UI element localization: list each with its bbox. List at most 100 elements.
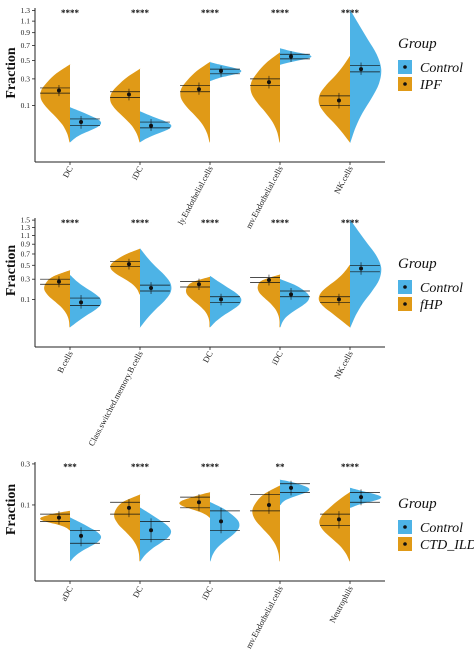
crossbar-disease-median-point	[126, 505, 131, 510]
crossbar-control-median-point	[79, 120, 84, 125]
violin-half-disease	[318, 264, 351, 328]
violin-half-control	[279, 278, 310, 328]
legend-swatch-point	[403, 285, 407, 289]
legend-swatch-point	[403, 542, 407, 546]
y-axis-title: Fraction	[4, 47, 19, 99]
y-tick-label: 0.7	[21, 41, 31, 50]
legend-title: Group	[398, 36, 437, 52]
y-tick-label: 1.5	[21, 216, 31, 225]
significance-label: ****	[271, 218, 290, 228]
crossbar-control-median-point	[359, 67, 364, 72]
x-tick-label: aDC	[59, 584, 75, 603]
y-tick-label: 1.3	[21, 6, 31, 15]
crossbar-disease-median-point	[266, 278, 271, 283]
significance-label: ****	[341, 462, 360, 472]
legend-label: IPF	[419, 78, 442, 93]
significance-label: ****	[341, 218, 360, 228]
legend-title: Group	[398, 256, 437, 272]
chart-panel-ctd-ild: 0.1 0.3 Fraction *** aDC **** DC **** iDC ** mv.En…	[4, 459, 474, 650]
y-tick-label: 0.7	[21, 249, 31, 258]
y-axis-title: Fraction	[4, 484, 19, 536]
significance-label: ****	[131, 218, 150, 228]
x-tick-label: Neutrophils	[327, 584, 355, 624]
violin-half-control	[139, 111, 172, 143]
chart-panel-ipf: 0.1 0.3 0.5 0.7 0.9 1.1 1.3 Fraction **** DC **** i…	[4, 6, 463, 230]
violin-half-disease	[179, 492, 211, 518]
violin-half-control	[279, 48, 312, 65]
legend-label: Control	[420, 281, 463, 296]
significance-label: **	[276, 462, 286, 472]
crossbar-disease-median-point	[196, 500, 201, 505]
crossbar-disease-median-point	[336, 98, 341, 103]
x-tick-label: iDC	[269, 349, 285, 366]
legend-title: Group	[398, 496, 437, 512]
violin-half-control	[349, 9, 382, 144]
crossbar-control-median-point	[289, 54, 294, 59]
crossbar-disease-median-point	[266, 80, 271, 85]
crossbar-control-median-point	[219, 68, 224, 73]
y-tick-label: 0.5	[21, 261, 31, 270]
y-tick-label: 0.5	[21, 56, 31, 65]
legend-swatch-point	[403, 302, 407, 306]
violin-half-control	[209, 62, 242, 82]
crossbar-control-median-point	[79, 533, 84, 538]
crossbar-disease-median-point	[126, 262, 131, 267]
x-tick-label: B.cells	[55, 349, 75, 374]
violin-half-control	[69, 517, 102, 562]
significance-label: ****	[131, 8, 150, 18]
violin-half-control	[69, 274, 102, 328]
violin-half-disease	[110, 248, 141, 295]
violin-half-disease	[257, 274, 281, 328]
legend-label: Control	[420, 521, 463, 536]
crossbar-disease-median-point	[336, 297, 341, 302]
violin-half-control	[139, 248, 172, 328]
significance-label: ****	[201, 218, 220, 228]
y-tick-label: 0.9	[21, 240, 31, 249]
violin-half-disease	[40, 64, 71, 143]
violin-half-control	[139, 507, 172, 562]
crossbar-control-median-point	[149, 285, 154, 290]
significance-label: ****	[131, 462, 150, 472]
y-axis-title: Fraction	[4, 245, 19, 297]
violin-half-disease	[110, 68, 141, 143]
crossbar-control-median-point	[149, 123, 154, 128]
legend-label: Control	[420, 61, 463, 76]
violin-half-disease	[250, 51, 281, 143]
crossbar-control-median-point	[79, 300, 84, 305]
significance-label: ***	[63, 462, 77, 472]
y-tick-label: 0.3	[21, 275, 31, 284]
y-tick-label: 0.1	[21, 295, 31, 304]
legend-swatch-point	[403, 525, 407, 529]
violin-half-disease	[185, 276, 211, 328]
significance-label: ****	[201, 462, 220, 472]
y-tick-label: 0.9	[21, 28, 31, 37]
y-tick-label: 0.1	[21, 500, 31, 509]
violin-half-disease	[318, 55, 351, 143]
y-tick-label: 0.3	[21, 74, 31, 83]
x-tick-label: NK.cells	[332, 164, 355, 195]
crossbar-control-median-point	[219, 519, 224, 524]
violin-half-control	[69, 107, 102, 143]
crossbar-disease-median-point	[56, 279, 61, 284]
violin-half-disease	[319, 491, 351, 562]
x-tick-label: NK.cells	[332, 349, 355, 380]
crossbar-disease-median-point	[336, 517, 341, 522]
x-tick-label: mv.Endothelial.cells	[243, 584, 284, 650]
violin-half-control	[209, 501, 240, 562]
crossbar-control-median-point	[149, 528, 154, 533]
legend-label: fHP	[420, 298, 443, 313]
x-tick-label: iDC	[199, 584, 215, 601]
violin-half-disease	[44, 269, 71, 328]
violin-half-disease	[180, 61, 211, 143]
crossbar-disease-median-point	[56, 88, 61, 93]
crossbar-control-median-point	[289, 485, 294, 490]
legend-swatch-point	[403, 65, 407, 69]
violin-half-control	[349, 219, 382, 328]
y-tick-label: 0.3	[21, 459, 31, 468]
violin-half-control	[349, 487, 382, 508]
crossbar-disease-median-point	[196, 282, 201, 287]
violin-half-disease	[40, 510, 71, 531]
x-tick-label: DC	[60, 164, 75, 179]
y-tick-label: 0.1	[21, 101, 31, 110]
